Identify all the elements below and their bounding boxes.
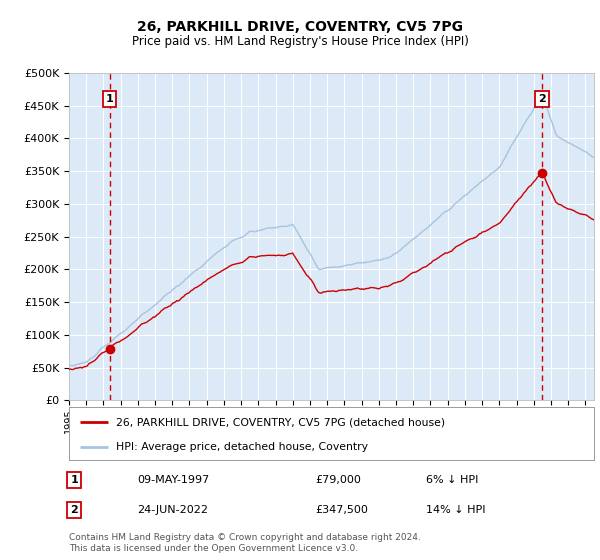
Text: £347,500: £347,500 [316, 505, 368, 515]
Text: 6% ↓ HPI: 6% ↓ HPI [426, 475, 478, 484]
Text: Contains HM Land Registry data © Crown copyright and database right 2024.
This d: Contains HM Land Registry data © Crown c… [69, 533, 421, 553]
Text: HPI: Average price, detached house, Coventry: HPI: Average price, detached house, Cove… [116, 442, 368, 452]
Text: 09-MAY-1997: 09-MAY-1997 [137, 475, 209, 484]
Text: 1: 1 [70, 475, 78, 484]
Text: 2: 2 [538, 94, 546, 104]
Text: 1: 1 [106, 94, 113, 104]
Text: 14% ↓ HPI: 14% ↓ HPI [426, 505, 485, 515]
Text: 26, PARKHILL DRIVE, COVENTRY, CV5 7PG (detached house): 26, PARKHILL DRIVE, COVENTRY, CV5 7PG (d… [116, 417, 445, 427]
Text: 24-JUN-2022: 24-JUN-2022 [137, 505, 208, 515]
Text: 2: 2 [70, 505, 78, 515]
Text: £79,000: £79,000 [316, 475, 362, 484]
Text: 26, PARKHILL DRIVE, COVENTRY, CV5 7PG: 26, PARKHILL DRIVE, COVENTRY, CV5 7PG [137, 20, 463, 34]
Text: Price paid vs. HM Land Registry's House Price Index (HPI): Price paid vs. HM Land Registry's House … [131, 35, 469, 48]
